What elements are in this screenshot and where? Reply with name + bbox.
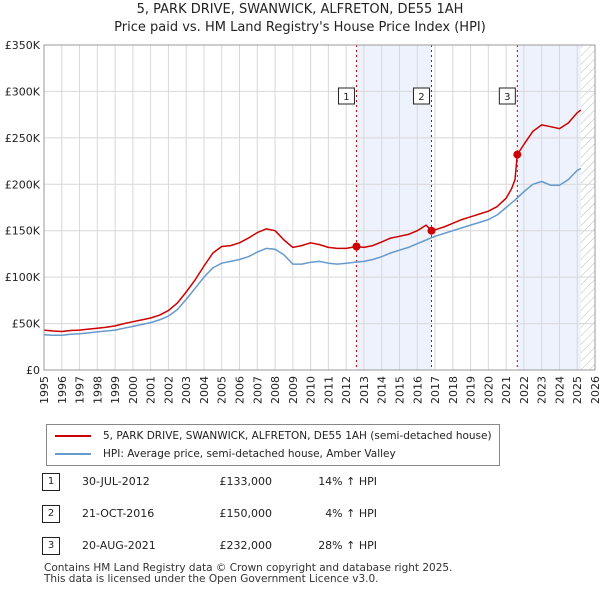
transaction-hpi-diff: 14% ↑ HPI: [318, 475, 377, 488]
chart-subtitle: Price paid vs. HM Land Registry's House …: [114, 20, 486, 35]
x-tick-label: 2024: [553, 376, 566, 404]
transaction-row: 1 30-JUL-2012 £133,000 14% ↑ HPI: [42, 473, 402, 493]
transaction-date: 21-OCT-2016: [82, 507, 155, 520]
x-tick-label: 2012: [340, 376, 353, 404]
forecast-hatch: [580, 45, 595, 370]
transaction-date: 30-JUL-2012: [82, 475, 150, 488]
x-tick-label: 1999: [109, 376, 122, 404]
transaction-price: £133,000: [219, 475, 273, 488]
y-tick-label: £100K: [5, 271, 41, 284]
transaction-hpi-diff: 28% ↑ HPI: [318, 539, 377, 552]
series-line-hpi: [43, 167, 582, 336]
x-tick-label: 2026: [589, 376, 600, 404]
x-tick-label: 1997: [74, 376, 87, 404]
sale-label: 1: [343, 92, 349, 103]
legend-swatch-blue: [55, 453, 91, 455]
transaction-number: 2: [42, 505, 60, 523]
y-tick-label: £250K: [5, 132, 41, 145]
transaction-row: 2 21-OCT-2016 £150,000 4% ↑ HPI: [42, 505, 402, 525]
transaction-number: 1: [42, 473, 60, 491]
x-tick-label: 2023: [536, 376, 549, 404]
footer-copyright: Contains HM Land Registry data © Crown c…: [44, 562, 453, 574]
sale-label-box: [412, 87, 430, 105]
x-tick-label: 2016: [411, 376, 424, 404]
legend-item-property: 5, PARK DRIVE, SWANWICK, ALFRETON, DE55 …: [55, 427, 492, 445]
shaded-period: [517, 45, 581, 370]
sale-label: 3: [504, 92, 510, 103]
sale-point: [427, 226, 436, 235]
x-tick-label: 2000: [127, 376, 140, 404]
x-tick-label: 2010: [305, 376, 318, 404]
plot-frame: [43, 44, 596, 371]
legend-item-hpi: HPI: Average price, semi-detached house,…: [55, 445, 396, 463]
sale-label: 2: [418, 92, 424, 103]
x-tick-label: 2019: [465, 376, 478, 404]
x-tick-label: 1998: [91, 376, 104, 404]
y-tick-label: £350K: [5, 39, 41, 52]
x-tick-label: 2015: [393, 376, 406, 404]
chart-legend: 5, PARK DRIVE, SWANWICK, ALFRETON, DE55 …: [46, 424, 500, 466]
x-tick-label: 2011: [322, 376, 335, 404]
x-tick-label: 2003: [180, 376, 193, 404]
legend-label-hpi: HPI: Average price, semi-detached house,…: [103, 448, 396, 460]
x-tick-label: 1996: [56, 376, 69, 404]
x-tick-label: 2021: [500, 376, 513, 404]
sale-point: [513, 150, 522, 159]
x-tick-label: 2013: [358, 376, 371, 404]
x-tick-label: 2001: [145, 376, 158, 404]
x-tick-label: 2025: [571, 376, 584, 404]
price-chart: 1 2 3 £0 £50K £100K £150K £200K £250K £300K £350K…: [5, 39, 600, 404]
y-tick-label: £150K: [5, 225, 41, 238]
transaction-price: £232,000: [219, 539, 273, 552]
legend-label-property: 5, PARK DRIVE, SWANWICK, ALFRETON, DE55 …: [103, 430, 492, 442]
x-tick-label: 2005: [216, 376, 229, 404]
sale-label-box: [498, 87, 516, 105]
y-tick-label: £300K: [5, 85, 41, 98]
y-tick-label: £200K: [5, 178, 41, 191]
footer-licence: This data is licensed under the Open Gov…: [44, 573, 379, 585]
x-tick-label: 2009: [287, 376, 300, 404]
chart-title-address: 5, PARK DRIVE, SWANWICK, ALFRETON, DE55 …: [136, 2, 464, 17]
transaction-number: 3: [42, 537, 60, 555]
x-tick-label: 2008: [269, 376, 282, 404]
x-tick-label: 2017: [429, 376, 442, 404]
transaction-hpi-diff: 4% ↑ HPI: [325, 507, 377, 520]
x-tick-label: 2002: [162, 376, 175, 404]
sale-label-box: [337, 87, 355, 105]
series-line-property: [43, 109, 582, 333]
x-tick-label: 2006: [234, 376, 247, 404]
y-tick-label: £50K: [12, 318, 41, 331]
x-tick-label: 2018: [447, 376, 460, 404]
transaction-row: 3 20-AUG-2021 £232,000 28% ↑ HPI: [42, 537, 402, 557]
transaction-date: 20-AUG-2021: [82, 539, 156, 552]
x-tick-label: 2022: [518, 376, 531, 404]
x-tick-label: 2007: [251, 376, 264, 404]
x-tick-label: 1995: [38, 376, 51, 404]
x-tick-label: 2020: [482, 376, 495, 404]
sale-point: [352, 242, 361, 251]
transaction-price: £150,000: [219, 507, 273, 520]
y-tick-label: £0: [26, 364, 40, 377]
x-tick-label: 2014: [376, 376, 389, 404]
legend-swatch-red: [55, 435, 91, 437]
x-tick-label: 2004: [198, 376, 211, 404]
